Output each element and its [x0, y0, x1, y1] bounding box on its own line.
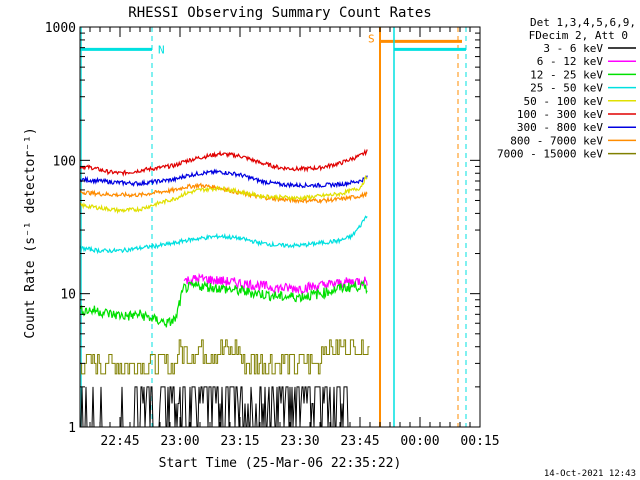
x-tick-label: 00:00 — [400, 434, 439, 449]
legend-label: 800 - 7000 keV — [510, 134, 603, 147]
x-tick-label: 23:30 — [280, 434, 319, 449]
y-tick-label: 1000 — [45, 21, 76, 36]
series-7000-15000kev — [80, 339, 370, 375]
annotation-n: N — [158, 43, 165, 56]
series-800-7000kev — [79, 182, 368, 205]
series-3-6kev — [80, 386, 368, 428]
x-tick-label: 23:15 — [220, 434, 259, 449]
series-300-800kev — [79, 168, 368, 189]
x-tick-label: 00:15 — [460, 434, 499, 449]
series-100-300kev — [79, 148, 368, 177]
chart-title: RHESSI Observing Summary Count Rates — [128, 5, 431, 21]
series-25-50kev — [79, 215, 368, 255]
legend: Det 1,3,4,5,6,9, FDecim 2, Att 0 3 - 6 k… — [497, 16, 636, 161]
legend-label: 25 - 50 keV — [530, 82, 603, 95]
legend-label: 3 - 6 keV — [543, 42, 603, 55]
legend-label: 50 - 100 keV — [524, 95, 604, 108]
footer-date: 14-Oct-2021 12:43 — [544, 469, 636, 479]
legend-label: 6 - 12 keV — [537, 55, 604, 68]
plot-area: NS — [79, 27, 467, 428]
y-tick-label: 10 — [60, 288, 76, 303]
y-axis-label: Count Rate (s⁻¹ detector⁻¹) — [23, 127, 38, 338]
series-50-100kev — [79, 174, 368, 215]
y-tick-label: 100 — [53, 154, 76, 169]
y-tick-label: 1 — [68, 421, 76, 436]
x-tick-label: 23:00 — [160, 434, 199, 449]
axes: 1 10 100 1000 22:45 23:00 23:15 23:30 23:45 00:00… — [45, 21, 500, 449]
legend-label: 7000 - 15000 keV — [497, 148, 603, 161]
legend-label: 12 - 25 keV — [530, 68, 603, 81]
x-axis-label: Start Time (25-Mar-06 22:35:22) — [159, 456, 402, 471]
legend-label: 100 - 300 keV — [517, 108, 603, 121]
legend-label: 300 - 800 keV — [517, 121, 603, 134]
series-12-25kev — [79, 279, 368, 328]
x-tick-label: 22:45 — [100, 434, 139, 449]
annotation-s: S — [368, 32, 375, 45]
series-6-12kev — [183, 272, 368, 295]
legend-header-line-2: FDecim 2, Att 0 — [529, 29, 628, 42]
legend-header-line-1: Det 1,3,4,5,6,9, — [530, 16, 636, 29]
x-tick-label: 23:45 — [340, 434, 379, 449]
